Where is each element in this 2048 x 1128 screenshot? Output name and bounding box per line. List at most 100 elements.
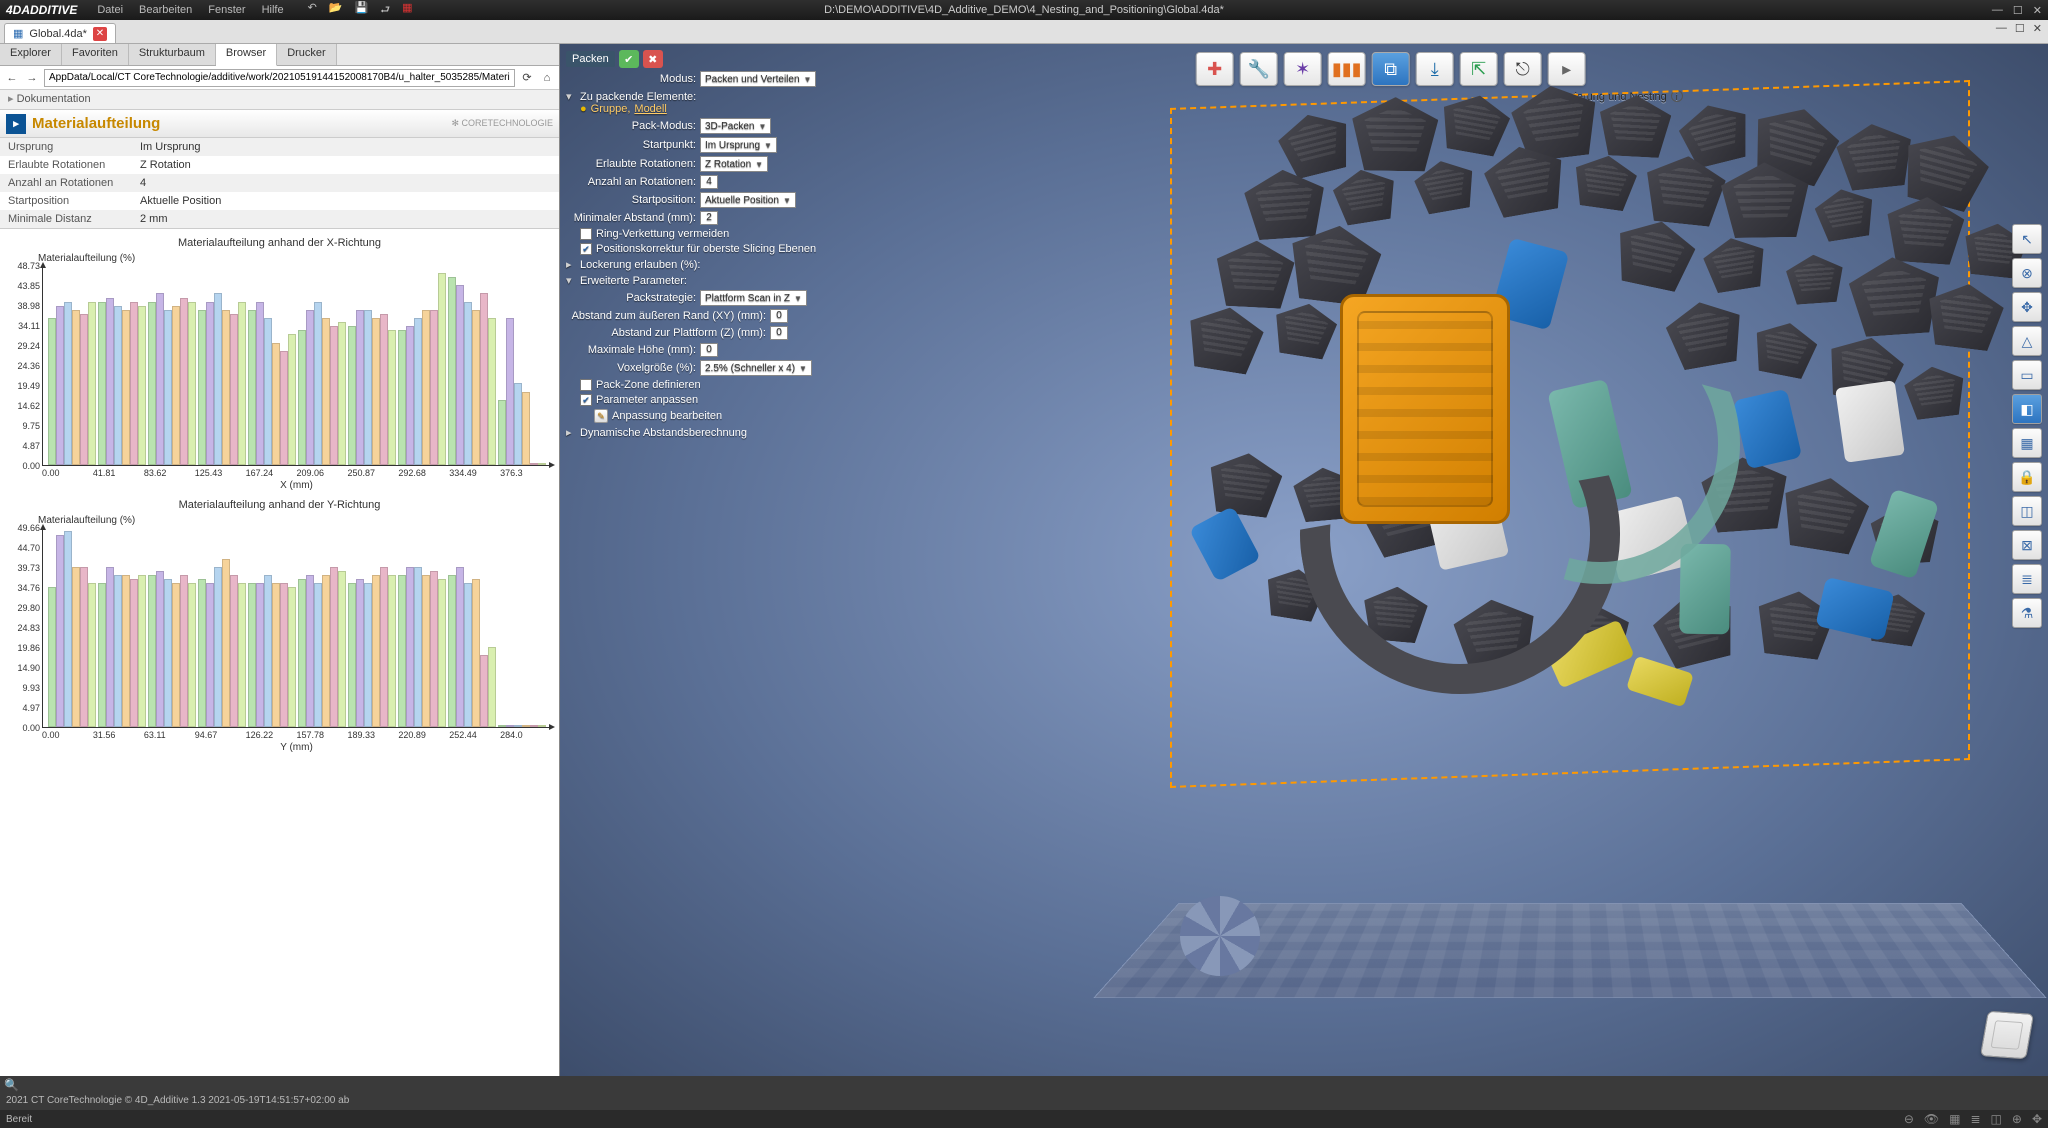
lock-icon[interactable]: 🔒 — [2012, 462, 2042, 492]
info-icon[interactable]: i — [1671, 90, 1683, 102]
status-grid-icon[interactable]: ▦ — [1949, 1112, 1960, 1126]
dynamic-label[interactable]: Dynamische Abstandsberechnung — [580, 427, 747, 439]
breadcrumb[interactable]: Dokumentation — [0, 90, 559, 110]
save-icon[interactable]: 💾 — [355, 1, 369, 20]
startpunkt-dropdown[interactable]: Im Ursprung — [700, 137, 777, 153]
document-tab[interactable]: ▦ Global.4da* ✕ — [4, 23, 116, 43]
target-icon[interactable]: ⊗ — [2012, 258, 2042, 288]
abstand-z-input[interactable]: 0 — [770, 326, 788, 340]
status-layers-icon[interactable]: ≣ — [1970, 1112, 1980, 1126]
undo-icon[interactable]: ↶ — [308, 1, 317, 20]
status-move-icon[interactable]: ✥ — [2032, 1112, 2042, 1126]
menu-bearbeiten[interactable]: Bearbeiten — [139, 4, 192, 16]
part-pyramid — [1777, 472, 1872, 557]
erweiterte-label[interactable]: Erweiterte Parameter: — [580, 275, 687, 287]
menu-fenster[interactable]: Fenster — [208, 4, 245, 16]
open-icon[interactable]: 📂 — [329, 1, 343, 20]
chart-y-ylabel: Materialaufteilung (%) — [38, 515, 551, 526]
url-input[interactable] — [44, 69, 515, 87]
person-icon[interactable]: ⚗ — [2012, 598, 2042, 628]
layers-icon[interactable]: ≣ — [2012, 564, 2042, 594]
gruppe-link[interactable]: Gruppe, — [591, 103, 631, 115]
abstand-xy-input[interactable]: 0 — [770, 309, 788, 323]
minimize-button[interactable]: — — [1992, 4, 2003, 17]
add-icon[interactable]: ✚ — [1196, 52, 1234, 86]
plane-icon[interactable]: ▭ — [2012, 360, 2042, 390]
chart-x-title: Materialaufteilung anhand der X-Richtung — [8, 237, 551, 249]
sub-maximize-button[interactable]: ☐ — [2015, 22, 2025, 35]
grid-icon[interactable]: ▦ — [2012, 428, 2042, 458]
part-pyramid — [1663, 296, 1748, 372]
slider-icon[interactable]: ⎋ — [1504, 52, 1542, 86]
close-button[interactable]: ✕ — [2033, 4, 2042, 17]
status-eye-icon[interactable]: 👁 — [1924, 1112, 1939, 1126]
viewport-3d[interactable]: ✚🔧✶▮▮▮⧉⤓⇱⎋▸ Platzierung und Nestingi Pac… — [560, 44, 2048, 1076]
modell-link[interactable]: Modell — [634, 103, 666, 115]
search-icon[interactable]: 🔍 — [4, 1078, 19, 1092]
stats-icon[interactable]: ▮▮▮ — [1328, 52, 1366, 86]
param-checkbox[interactable]: ✔ — [580, 394, 592, 406]
chart-x-xlabel: X (mm) — [42, 480, 551, 491]
part-pyramid — [1274, 106, 1356, 181]
cursor-icon[interactable]: ↖ — [2012, 224, 2042, 254]
nav-home-button[interactable]: ⌂ — [539, 72, 555, 84]
prop-row: Minimale Distanz2 mm — [0, 210, 559, 228]
status-box-icon[interactable]: ◫ — [1991, 1112, 2002, 1126]
edit-label[interactable]: Anpassung bearbeiten — [612, 410, 722, 422]
zone-checkbox[interactable] — [580, 379, 592, 391]
minab-input[interactable]: 2 — [700, 211, 718, 225]
copy-icon[interactable]: ⧉ — [1372, 52, 1410, 86]
maxh-input[interactable]: 0 — [700, 343, 718, 357]
status-dim-icon[interactable]: ⊖ — [1904, 1112, 1914, 1126]
pack-cancel-button[interactable]: ✖ — [643, 50, 663, 68]
panel-tab-drucker[interactable]: Drucker — [277, 44, 337, 65]
edit-icon[interactable]: ✎ — [594, 409, 608, 423]
cube-icon[interactable]: ◫ — [2012, 496, 2042, 526]
tab-close-button[interactable]: ✕ — [93, 27, 107, 41]
pack-modus-dropdown[interactable]: 3D-Packen — [700, 118, 771, 134]
voxel-dropdown[interactable]: 2.5% (Schneller x 4) — [700, 360, 812, 376]
part-pyramid — [1598, 94, 1673, 159]
startpos-dropdown[interactable]: Aktuelle Position — [700, 192, 796, 208]
more-icon[interactable]: ▸ — [1548, 52, 1586, 86]
menu-datei[interactable]: Datei — [97, 4, 123, 16]
part-blob-blue — [1189, 506, 1261, 582]
ring-checkbox[interactable] — [580, 228, 592, 240]
boxed-x-icon[interactable]: ⊠ — [2012, 530, 2042, 560]
strategie-dropdown[interactable]: Plattform Scan in Z — [700, 290, 807, 306]
export-icon[interactable]: ⇱ — [1460, 52, 1498, 86]
grid-toggle-icon[interactable]: ▦ — [402, 1, 412, 20]
measure-icon[interactable]: △ — [2012, 326, 2042, 356]
prop-row: Anzahl an Rotationen4 — [0, 174, 559, 192]
nest-icon[interactable]: ◧ — [2012, 394, 2042, 424]
anzrot-input[interactable]: 4 — [700, 175, 718, 189]
search-strip[interactable]: 🔍 — [0, 1076, 2048, 1094]
back-icon[interactable]: ⮐ — [380, 1, 390, 20]
charts-scroll[interactable]: Materialaufteilung anhand der X-Richtung… — [0, 229, 559, 1076]
sub-minimize-button[interactable]: — — [1996, 22, 2007, 35]
view-cube[interactable] — [1980, 1011, 2034, 1060]
move-icon[interactable]: ✥ — [2012, 292, 2042, 322]
nav-back-button[interactable]: ← — [4, 72, 20, 84]
status-target-icon[interactable]: ⊕ — [2012, 1112, 2022, 1126]
modus-dropdown[interactable]: Packen und Verteilen — [700, 71, 816, 87]
tools-icon[interactable]: 🔧 — [1240, 52, 1278, 86]
nav-reload-button[interactable]: ⟳ — [519, 71, 535, 84]
spark-icon[interactable]: ✶ — [1284, 52, 1322, 86]
chart-x: Materialaufteilung anhand der X-Richtung… — [8, 237, 551, 491]
part-pyramid — [1330, 165, 1399, 227]
part-pyramid — [1183, 302, 1266, 376]
panel-tab-explorer[interactable]: Explorer — [0, 44, 62, 65]
maximize-button[interactable]: ☐ — [2013, 4, 2023, 17]
menu-hilfe[interactable]: Hilfe — [262, 4, 284, 16]
panel-tab-browser[interactable]: Browser — [216, 44, 277, 66]
pack-accept-button[interactable]: ✔ — [619, 50, 639, 68]
sub-close-button[interactable]: ✕ — [2033, 22, 2042, 35]
download-icon[interactable]: ⤓ — [1416, 52, 1454, 86]
panel-tab-strukturbaum[interactable]: Strukturbaum — [129, 44, 216, 65]
rotation-dropdown[interactable]: Z Rotation — [700, 156, 768, 172]
lockerung-label[interactable]: Lockerung erlauben (%): — [580, 259, 700, 271]
posk-checkbox[interactable]: ✔ — [580, 243, 592, 255]
panel-tab-favoriten[interactable]: Favoriten — [62, 44, 129, 65]
nav-forward-button[interactable]: → — [24, 72, 40, 84]
